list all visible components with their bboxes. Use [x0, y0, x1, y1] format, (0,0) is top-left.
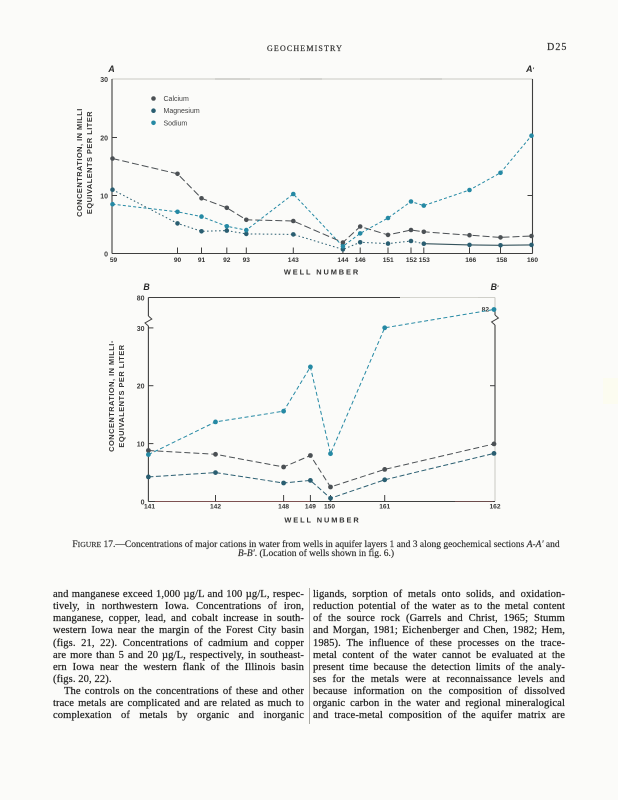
svg-text:CONCENTRATION, IN MILLI: CONCENTRATION, IN MILLI: [75, 108, 84, 217]
svg-text:151: 151: [383, 257, 394, 264]
svg-text:142: 142: [210, 504, 221, 511]
svg-text:143: 143: [288, 257, 299, 264]
svg-text:10: 10: [137, 442, 145, 449]
svg-text:CONCENTRATION, IN MILLI-: CONCENTRATION, IN MILLI-: [107, 340, 116, 452]
svg-text:141: 141: [144, 504, 155, 511]
svg-text:160: 160: [527, 257, 538, 264]
svg-text:150: 150: [324, 504, 335, 511]
svg-text:WELL NUMBER: WELL NUMBER: [284, 516, 360, 525]
svg-text:162: 162: [489, 504, 500, 511]
svg-text:0: 0: [141, 500, 145, 507]
svg-text:Sodium: Sodium: [164, 120, 188, 127]
svg-text:EQUIVALENTS PER LITER: EQUIVALENTS PER LITER: [85, 111, 94, 214]
svg-text:93: 93: [243, 257, 251, 264]
svg-text:153: 153: [419, 257, 430, 264]
svg-text:EQUIVALENTS PER LITER: EQUIVALENTS PER LITER: [117, 344, 126, 447]
svg-text:144: 144: [337, 257, 348, 264]
svg-text:WELL NUMBER: WELL NUMBER: [284, 268, 360, 277]
svg-text:90: 90: [174, 257, 182, 264]
svg-text:80: 80: [137, 296, 145, 303]
svg-text:91: 91: [198, 257, 206, 264]
svg-text:10: 10: [100, 194, 108, 201]
svg-text:161: 161: [379, 504, 390, 511]
svg-text:158: 158: [496, 257, 507, 264]
svg-text:149: 149: [305, 504, 316, 511]
svg-text:92: 92: [223, 257, 231, 264]
svg-text:30: 30: [137, 326, 145, 333]
svg-text:20: 20: [137, 384, 145, 391]
svg-text:A: A: [107, 64, 114, 74]
svg-text:148: 148: [278, 504, 289, 511]
svg-text:Magnesium: Magnesium: [164, 108, 200, 115]
svg-text:0: 0: [104, 252, 108, 259]
svg-text:B′: B′: [491, 282, 499, 292]
svg-text:A′: A′: [525, 64, 534, 74]
svg-text:146: 146: [355, 257, 366, 264]
svg-text:20: 20: [100, 136, 108, 143]
svg-text:59: 59: [110, 257, 118, 264]
svg-text:30: 30: [100, 77, 108, 84]
svg-text:82: 82: [482, 307, 490, 314]
svg-text:166: 166: [465, 257, 476, 264]
svg-text:152: 152: [406, 257, 417, 264]
svg-text:Calcium: Calcium: [164, 96, 189, 103]
svg-text:B: B: [143, 282, 150, 292]
